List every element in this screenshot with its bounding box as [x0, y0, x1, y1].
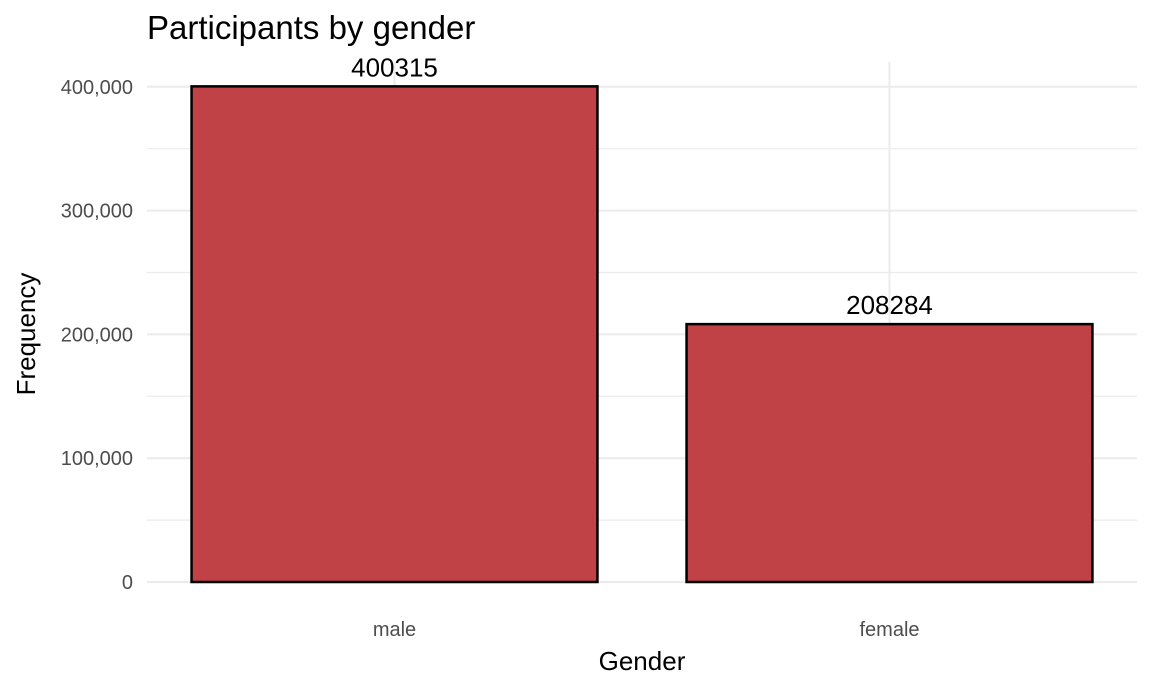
- data-label-male: 400315: [351, 52, 438, 82]
- x-tick-label: female: [859, 619, 919, 641]
- y-tick-label: 0: [122, 572, 133, 594]
- y-tick-label: 400,000: [61, 77, 133, 99]
- chart-title: Participants by gender: [147, 9, 475, 46]
- y-tick-label: 100,000: [61, 448, 133, 470]
- data-label-female: 208284: [846, 290, 933, 320]
- x-tick-label: male: [373, 619, 416, 641]
- y-axis-ticks: 0 100,000 200,000 300,000 400,000: [61, 77, 133, 594]
- y-axis-title: Frequency: [11, 273, 41, 396]
- y-tick-label: 200,000: [61, 324, 133, 346]
- x-axis-ticks: male female: [373, 619, 920, 641]
- x-axis-title: Gender: [599, 646, 686, 676]
- bar-female: [685, 322, 1094, 584]
- bar-male: [190, 85, 599, 584]
- y-tick-label: 300,000: [61, 201, 133, 223]
- bars: [190, 85, 1094, 584]
- data-labels: 400315 208284: [351, 52, 933, 320]
